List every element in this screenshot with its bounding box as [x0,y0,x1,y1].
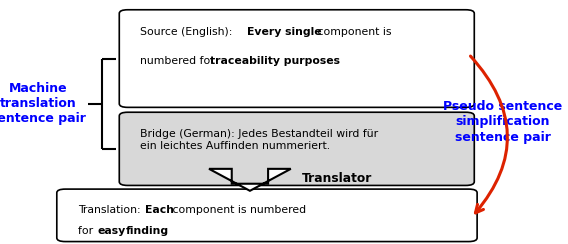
FancyBboxPatch shape [119,112,474,185]
Text: .: . [322,56,325,66]
FancyBboxPatch shape [119,10,474,107]
FancyArrowPatch shape [470,56,507,213]
Text: finding: finding [126,226,169,236]
Text: Bridge (German): Jedes Bestandteil wird für
ein leichtes Auffinden nummeriert.: Bridge (German): Jedes Bestandteil wird … [140,129,378,151]
Text: Machine
translation
sentence pair: Machine translation sentence pair [0,82,86,125]
Text: component is numbered: component is numbered [169,205,306,215]
FancyBboxPatch shape [57,189,477,242]
Text: Source (English):: Source (English): [140,27,236,37]
Text: Each: Each [145,205,174,215]
Text: for: for [78,226,97,236]
Polygon shape [209,169,291,191]
Text: numbered for: numbered for [140,56,219,66]
Text: .: . [163,226,166,236]
Text: Translation:: Translation: [78,205,144,215]
Text: Pseudo sentence
simplification
sentence pair: Pseudo sentence simplification sentence … [443,101,562,143]
Text: traceability purposes: traceability purposes [210,56,340,66]
Text: Translator: Translator [302,172,373,185]
Text: easy: easy [97,226,126,236]
Text: Every single: Every single [247,27,321,37]
Text: component is: component is [314,27,391,37]
